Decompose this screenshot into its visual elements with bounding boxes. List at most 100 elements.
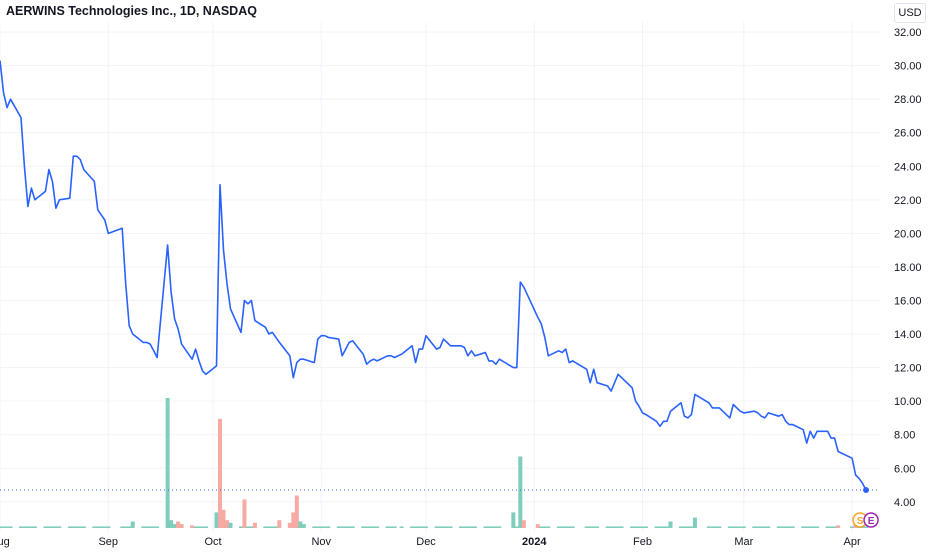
- y-tick-label: 8.00: [894, 430, 915, 442]
- volume-bar: [731, 526, 736, 528]
- volume-bar: [850, 526, 855, 528]
- volume-bar: [678, 526, 683, 528]
- volume-bar: [542, 526, 547, 528]
- price-line: [0, 60, 867, 491]
- x-tick-label: Oct: [204, 536, 221, 548]
- volume-bar: [637, 526, 642, 528]
- volume-bar: [123, 526, 128, 528]
- volume-bar: [326, 526, 331, 528]
- volume-bar: [609, 526, 614, 528]
- volume-bar: [29, 526, 34, 528]
- x-tick-label: Apr: [844, 536, 861, 548]
- volume-bar: [252, 522, 257, 528]
- volume-bar: [486, 526, 491, 528]
- volume-bar: [218, 418, 222, 528]
- volume-bar: [193, 526, 198, 528]
- volume-bar: [469, 526, 474, 528]
- volume-bar: [424, 526, 429, 528]
- volume-bar: [364, 526, 369, 528]
- volume-bar: [570, 526, 575, 528]
- volume-bar: [734, 526, 739, 528]
- volume-bar: [706, 526, 711, 528]
- y-tick-label: 12.00: [894, 363, 922, 375]
- volume-bar: [197, 526, 202, 528]
- volume-bar: [336, 526, 341, 528]
- volume-bar: [682, 526, 687, 528]
- volume-bar: [53, 526, 58, 528]
- volume-bar: [46, 526, 51, 528]
- volume-bar: [741, 526, 746, 528]
- volume-bar: [727, 526, 732, 528]
- volume-bar: [179, 524, 184, 528]
- volume-bar: [584, 526, 589, 528]
- volume-bar: [832, 526, 837, 528]
- volume-bar: [389, 526, 394, 528]
- volume-bar: [616, 526, 621, 528]
- volume-bar: [228, 522, 233, 528]
- volume-bar: [497, 526, 502, 528]
- volume-bar: [640, 526, 645, 528]
- y-tick-label: 26.00: [894, 128, 922, 140]
- volume-bar: [630, 526, 635, 528]
- volume-bar: [1, 526, 6, 528]
- volume-bar: [829, 526, 834, 528]
- volume-bar: [619, 526, 624, 528]
- earnings-marker: [863, 512, 879, 528]
- volume-bar: [0, 526, 2, 528]
- currency-button[interactable]: USD: [894, 3, 926, 23]
- earnings-marker-label: E: [868, 516, 875, 527]
- volume-bar: [472, 526, 477, 528]
- volume-bar: [169, 520, 174, 528]
- volume-bar: [238, 526, 243, 528]
- y-tick-label: 4.00: [894, 497, 915, 509]
- volume-bar: [92, 526, 97, 528]
- volume-bar: [322, 526, 327, 528]
- split-marker-label: S: [857, 516, 864, 527]
- volume-bar: [762, 526, 767, 528]
- volume-bar: [483, 526, 488, 528]
- volume-bar: [588, 526, 593, 528]
- volume-bar: [392, 526, 397, 528]
- volume-bar: [221, 509, 226, 528]
- volume-bar: [277, 520, 282, 528]
- volume-bar: [273, 526, 278, 528]
- volume-bar: [176, 521, 181, 528]
- volume-bar: [71, 526, 76, 528]
- volume-bar: [633, 526, 638, 528]
- volume-bar: [385, 526, 390, 528]
- volume-bar: [270, 526, 275, 528]
- volume-bar: [32, 526, 37, 528]
- volume-bar: [245, 526, 250, 528]
- volume-bar: [766, 526, 771, 528]
- x-tick-label: Sep: [98, 536, 118, 548]
- volume-bar: [787, 526, 792, 528]
- volume-bar: [864, 526, 869, 528]
- y-tick-label: 6.00: [894, 463, 915, 475]
- y-tick-label: 24.00: [894, 161, 922, 173]
- volume-bar: [825, 526, 830, 528]
- volume-bar: [776, 526, 781, 528]
- chart-title: AERWINS Technologies Inc., 1D, NASDAQ: [6, 4, 257, 18]
- volume-bar: [783, 526, 788, 528]
- volume-bar: [493, 526, 498, 528]
- volume-bar: [563, 526, 568, 528]
- volume-bar: [130, 521, 135, 528]
- volume-bar: [755, 526, 760, 528]
- volume-bar: [242, 499, 247, 528]
- volume-bar: [689, 526, 694, 528]
- volume-bar: [4, 526, 9, 528]
- volume-bar: [685, 526, 690, 528]
- volume-bar: [25, 526, 30, 528]
- volume-bar: [738, 526, 743, 528]
- volume-bar: [200, 526, 205, 528]
- volume-bar: [458, 526, 463, 528]
- volume-bar: [148, 526, 153, 528]
- volume-bar: [155, 526, 160, 528]
- volume-bar: [120, 526, 125, 528]
- volume-bar: [263, 526, 268, 528]
- volume-bar: [612, 526, 617, 528]
- volume-bar: [417, 526, 422, 528]
- y-tick-label: 20.00: [894, 228, 922, 240]
